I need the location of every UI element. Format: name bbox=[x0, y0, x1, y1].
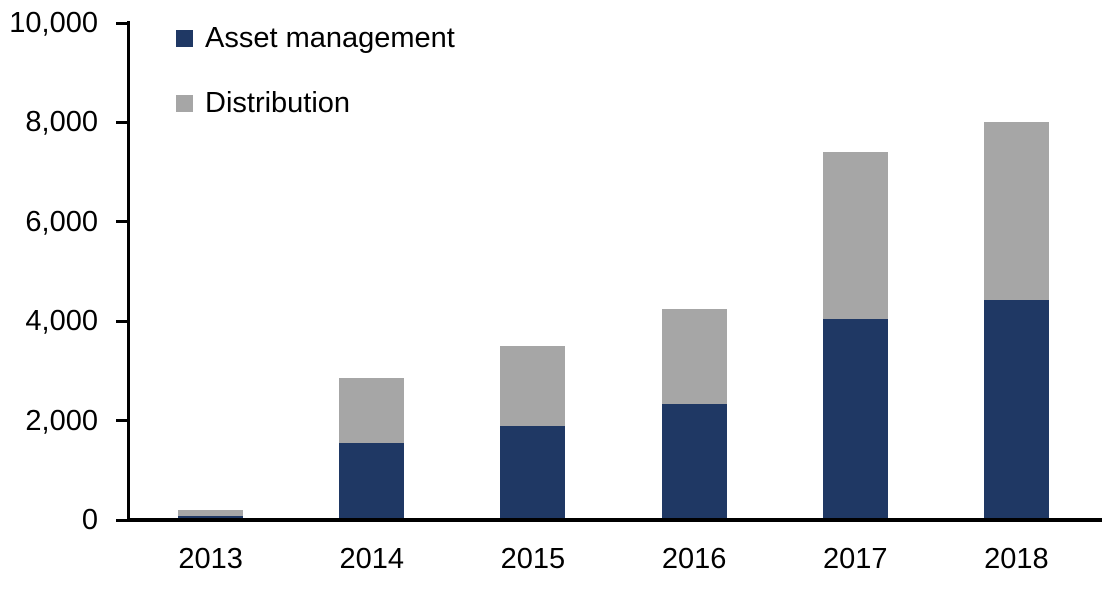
y-tick-label: 10,000 bbox=[9, 7, 98, 39]
bar-segment-asset-management-2017 bbox=[822, 318, 888, 520]
bar-segment-distribution-2018 bbox=[983, 122, 1049, 300]
bar-segment-asset-management-2016 bbox=[661, 404, 727, 520]
bar-segment-asset-management-2018 bbox=[983, 299, 1049, 520]
x-tick-label-2013: 2013 bbox=[178, 543, 243, 575]
bar-segment-distribution-2015 bbox=[500, 346, 566, 426]
y-axis-line bbox=[127, 21, 130, 521]
bar-segment-distribution-2014 bbox=[339, 378, 405, 443]
legend-label: Asset management bbox=[205, 22, 455, 54]
y-tick-mark bbox=[116, 518, 130, 522]
x-tick-label-2018: 2018 bbox=[984, 543, 1049, 575]
bar-segment-distribution-2017 bbox=[822, 152, 888, 319]
y-tick-label: 4,000 bbox=[25, 305, 98, 338]
y-tick-mark bbox=[116, 419, 130, 423]
legend-item-asset-management: Asset management bbox=[176, 21, 455, 55]
bar-segment-distribution-2016 bbox=[661, 308, 727, 405]
legend-swatch-distribution-icon bbox=[176, 94, 193, 112]
x-tick-label-2017: 2017 bbox=[822, 543, 888, 575]
x-tick-label-2015: 2015 bbox=[500, 543, 566, 575]
legend-label: Distribution bbox=[205, 87, 351, 119]
y-tick-mark bbox=[116, 319, 130, 323]
y-tick-mark bbox=[116, 120, 130, 124]
y-tick-mark bbox=[116, 21, 130, 25]
y-tick-label: 0 bbox=[81, 504, 98, 536]
x-tick-label-2014: 2014 bbox=[339, 543, 405, 575]
bar-segment-asset-management-2015 bbox=[500, 425, 566, 520]
legend-item-distribution: Distribution bbox=[176, 86, 350, 120]
bar-segment-distribution-2013 bbox=[178, 510, 244, 516]
bar-segment-asset-management-2013 bbox=[178, 515, 244, 520]
y-tick-mark bbox=[116, 220, 130, 224]
y-tick-label: 2,000 bbox=[25, 404, 98, 437]
x-tick-label-2016: 2016 bbox=[661, 543, 727, 575]
x-axis-line bbox=[127, 518, 1102, 522]
y-tick-label: 6,000 bbox=[25, 205, 98, 238]
legend-swatch-asset-management-icon bbox=[176, 29, 193, 47]
bar-segment-asset-management-2014 bbox=[339, 442, 405, 520]
y-tick-label: 8,000 bbox=[25, 106, 98, 139]
